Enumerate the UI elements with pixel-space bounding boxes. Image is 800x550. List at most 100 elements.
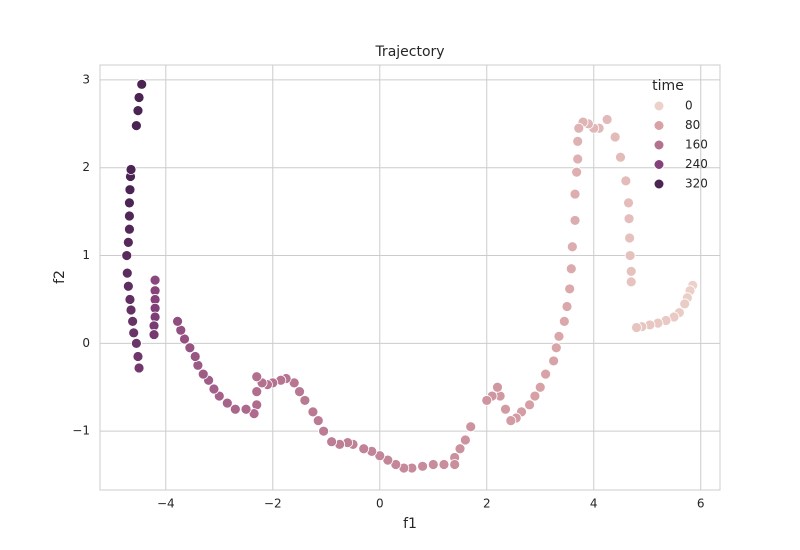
- point: [251, 371, 263, 383]
- point: [121, 267, 133, 279]
- point: [125, 164, 137, 175]
- point: [449, 459, 461, 470]
- x-tick-label: 6: [697, 497, 705, 511]
- point: [184, 342, 196, 354]
- point: [438, 459, 450, 470]
- point: [553, 330, 565, 342]
- point: [124, 223, 135, 235]
- point: [573, 122, 585, 134]
- point: [625, 265, 637, 277]
- plot-area: [99, 64, 721, 491]
- point: [524, 399, 535, 411]
- point: [318, 425, 330, 437]
- point: [417, 460, 428, 472]
- point: [465, 421, 477, 433]
- point: [565, 263, 577, 275]
- point: [529, 390, 541, 402]
- point: [624, 232, 635, 244]
- point: [624, 250, 636, 261]
- point: [500, 403, 511, 415]
- point: [208, 383, 220, 395]
- point: [534, 381, 546, 393]
- point: [492, 381, 503, 393]
- point: [427, 459, 439, 470]
- point: [124, 210, 135, 222]
- point: [148, 329, 160, 340]
- point: [459, 434, 471, 446]
- point: [564, 283, 576, 295]
- point: [620, 175, 632, 187]
- point: [299, 395, 311, 406]
- point: [358, 443, 370, 455]
- point: [481, 395, 493, 406]
- point: [601, 114, 613, 125]
- x-tick-label: 4: [590, 497, 598, 511]
- point: [569, 215, 581, 226]
- point: [133, 92, 145, 103]
- point: [197, 368, 209, 380]
- point: [505, 415, 517, 427]
- legend-label: 0: [685, 99, 693, 113]
- point: [679, 298, 691, 310]
- legend-label: 80: [685, 118, 700, 132]
- point: [128, 327, 140, 339]
- point: [132, 351, 144, 362]
- y-tick-label: 3: [82, 72, 90, 86]
- point: [124, 197, 135, 209]
- point: [130, 337, 142, 349]
- point: [623, 213, 635, 225]
- x-tick-label: 0: [376, 497, 384, 511]
- point: [307, 406, 319, 418]
- legend-label: 240: [685, 157, 708, 171]
- point: [121, 250, 133, 261]
- point: [189, 351, 201, 362]
- legend-label: 320: [685, 177, 708, 191]
- point: [172, 316, 183, 327]
- y-tick-label: 1: [82, 248, 90, 262]
- point: [550, 342, 562, 354]
- x-axis-label: f1: [403, 516, 417, 532]
- point: [566, 241, 578, 253]
- point: [625, 276, 637, 288]
- y-axis-label: f2: [52, 270, 68, 284]
- legend-marker: [653, 178, 665, 190]
- point: [125, 304, 137, 316]
- point: [149, 274, 161, 286]
- point: [127, 316, 139, 327]
- point: [132, 105, 144, 117]
- point: [133, 362, 145, 374]
- point: [326, 436, 338, 448]
- point: [122, 280, 134, 292]
- point: [221, 397, 233, 409]
- legend-marker: [653, 159, 665, 170]
- point: [251, 386, 263, 398]
- x-tick-label: −4: [157, 497, 175, 511]
- point: [124, 294, 136, 305]
- legend-label: 160: [685, 138, 708, 152]
- y-tick-label: −1: [72, 424, 90, 438]
- point: [571, 166, 583, 178]
- x-tick-label: 2: [483, 497, 491, 511]
- point: [454, 443, 466, 455]
- legend-marker: [653, 120, 665, 131]
- chart-title: Trajectory: [374, 44, 444, 60]
- point: [240, 403, 252, 415]
- legend-title: time: [652, 78, 684, 94]
- point: [561, 301, 573, 312]
- point: [631, 322, 642, 333]
- point: [136, 78, 148, 90]
- point: [572, 153, 584, 165]
- point: [572, 135, 584, 147]
- point: [623, 197, 634, 209]
- y-tick-label: 2: [82, 160, 90, 174]
- point: [294, 386, 305, 398]
- point: [548, 355, 560, 367]
- point: [229, 403, 241, 415]
- x-tick-label: −2: [264, 497, 282, 511]
- point: [540, 368, 552, 380]
- point: [609, 131, 621, 143]
- point: [615, 151, 626, 163]
- point: [130, 120, 142, 131]
